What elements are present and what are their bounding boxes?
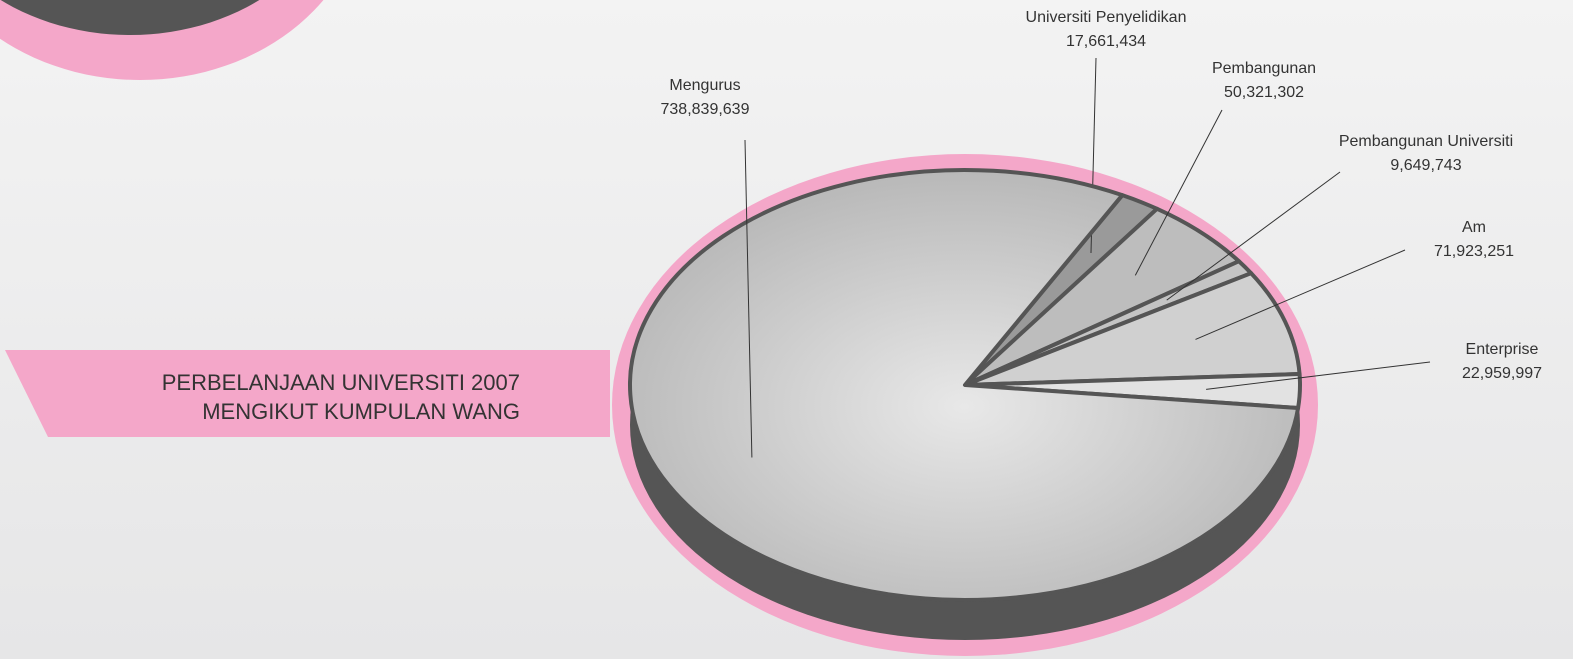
- slice-value-label: 9,649,743: [1390, 157, 1461, 174]
- slice-label: Enterprise: [1466, 341, 1539, 358]
- title-banner: [5, 350, 610, 437]
- slice-value-label: 71,923,251: [1434, 243, 1514, 260]
- corner-disc: [0, 0, 260, 35]
- pie-slice: [628, 168, 1301, 602]
- slice-label: Universiti Penyelidikan: [1026, 9, 1187, 26]
- chart-title: MENGIKUT KUMPULAN WANG: [202, 399, 520, 424]
- pie: [612, 57, 1431, 656]
- leader-line: [1134, 109, 1223, 276]
- slice-value-label: 22,959,997: [1462, 365, 1542, 382]
- slice-label: Mengurus: [669, 77, 740, 94]
- slice-label: Am: [1462, 219, 1486, 236]
- slice-value-label: 738,839,639: [661, 101, 750, 118]
- leader-line: [744, 139, 753, 458]
- leader-line: [1195, 249, 1406, 340]
- chart-title: PERBELANJAAN UNIVERSITI 2007: [162, 370, 520, 395]
- slice-value-label: 50,321,302: [1224, 84, 1304, 101]
- slice-label: Pembangunan Universiti: [1339, 133, 1513, 150]
- leader-line: [1166, 171, 1341, 301]
- pie-slice: [963, 271, 1302, 387]
- leader-line: [1206, 361, 1431, 390]
- slice-value-label: 17,661,434: [1066, 33, 1146, 50]
- slice-label: Pembangunan: [1212, 60, 1316, 77]
